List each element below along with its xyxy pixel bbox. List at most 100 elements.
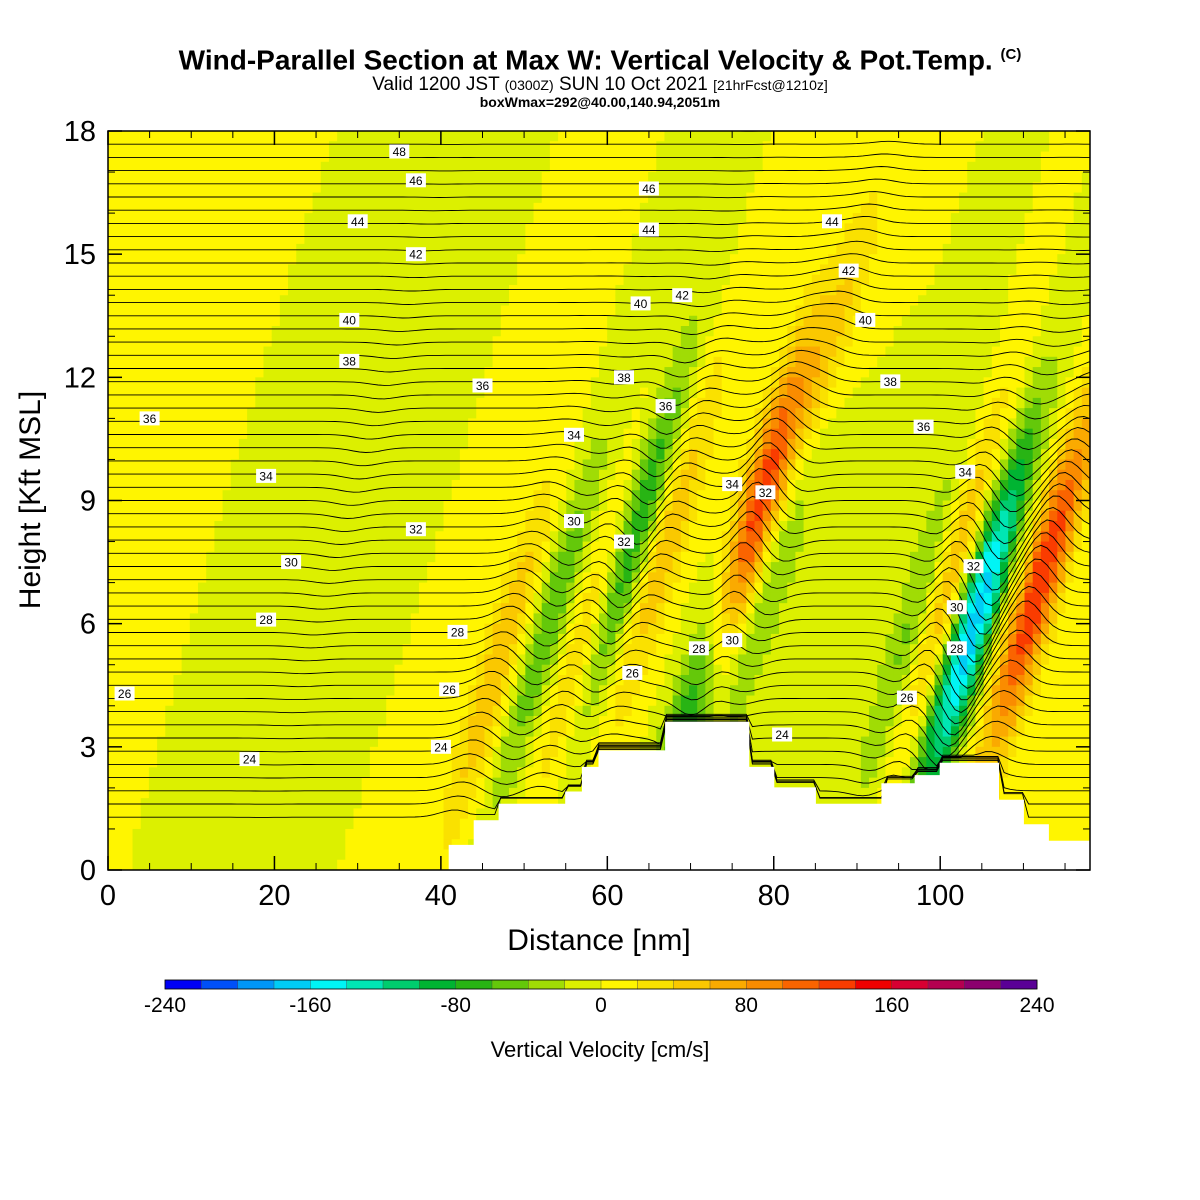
vv-cell: [639, 336, 649, 348]
vv-cell: [288, 592, 297, 604]
vv-cell: [468, 141, 477, 153]
vv-cell: [582, 387, 592, 399]
vv-cell: [631, 172, 641, 183]
vv-cell: [386, 531, 396, 543]
vv-cell: [607, 562, 616, 573]
vv-cell: [574, 757, 584, 768]
vv-cell: [198, 818, 207, 830]
vv-cell: [214, 479, 224, 491]
vv-cell: [238, 500, 248, 512]
vv-cell: [525, 757, 535, 768]
vv-cell: [140, 859, 150, 870]
vv-cell: [238, 172, 248, 183]
vv-cell: [271, 161, 281, 173]
vv-cell: [631, 254, 641, 266]
vv-cell: [492, 449, 502, 461]
vv-cell: [345, 172, 355, 183]
vv-cell: [599, 213, 608, 224]
vv-cell: [623, 161, 633, 173]
vv-cell: [541, 603, 551, 614]
vv-cell: [418, 726, 428, 738]
vv-cell: [271, 839, 281, 851]
vv-cell: [288, 326, 297, 337]
vv-cell: [492, 798, 502, 810]
vv-cell: [648, 346, 657, 358]
vv-cell: [173, 644, 183, 656]
vv-cell: [157, 531, 166, 543]
vv-cell: [378, 674, 387, 686]
vv-cell: [304, 408, 314, 419]
vv-cell: [296, 705, 305, 717]
vv-cell: [369, 438, 379, 450]
vv-cell: [165, 192, 175, 204]
vv-cell: [386, 131, 396, 142]
vv-cell: [304, 438, 314, 450]
vv-cell: [484, 633, 494, 645]
vv-cell: [549, 284, 559, 296]
vv-cell: [165, 243, 175, 255]
vv-cell: [312, 757, 322, 768]
vv-cell: [558, 161, 567, 173]
vv-cell: [206, 274, 215, 286]
vv-cell: [443, 828, 453, 840]
vv-cell: [574, 264, 584, 276]
vv-cell: [582, 202, 592, 214]
vv-cell: [181, 623, 191, 635]
vv-cell: [410, 849, 420, 861]
vv-cell: [533, 510, 543, 522]
vv-cell: [369, 510, 379, 522]
vv-cell: [533, 572, 543, 584]
vv-cell: [173, 633, 183, 645]
vv-cell: [623, 254, 633, 266]
vv-cell: [165, 408, 175, 419]
vv-cell: [361, 849, 371, 861]
vv-cell: [476, 172, 486, 183]
vv-cell: [566, 161, 576, 173]
vv-cell: [443, 141, 453, 153]
vv-cell: [140, 438, 150, 450]
vv-cell: [476, 479, 486, 491]
vv-cell: [198, 408, 207, 419]
vv-cell: [656, 418, 666, 430]
vv-cell: [459, 264, 469, 276]
vv-cell: [386, 572, 396, 584]
vv-cell: [279, 849, 289, 861]
vv-cell: [116, 377, 125, 389]
vv-cell: [116, 418, 125, 430]
vv-cell: [304, 592, 314, 604]
vv-cell: [214, 839, 224, 851]
vv-cell: [541, 295, 551, 307]
vv-cell: [361, 521, 371, 532]
vv-cell: [484, 264, 494, 276]
vv-cell: [533, 438, 543, 450]
vv-cell: [386, 654, 396, 666]
vv-cell: [541, 787, 551, 799]
vv-cell: [165, 839, 175, 851]
vv-cell: [664, 654, 674, 666]
vv-cell: [148, 479, 158, 491]
vv-cell: [468, 767, 477, 779]
vv-cell: [181, 469, 191, 481]
vv-cell: [361, 613, 371, 625]
vv-cell: [525, 182, 535, 194]
vv-cell: [582, 418, 592, 430]
vv-cell: [132, 808, 142, 820]
vv-cell: [639, 582, 649, 594]
vv-cell: [361, 295, 371, 307]
vv-cell: [312, 490, 322, 502]
vv-cell: [140, 757, 150, 768]
vv-cell: [157, 633, 166, 645]
vv-cell: [247, 284, 256, 296]
vv-cell: [533, 746, 543, 758]
vv-cell: [222, 551, 232, 563]
vv-cell: [623, 654, 633, 666]
vv-cell: [312, 654, 322, 666]
vv-cell: [263, 541, 273, 553]
vv-cell: [451, 346, 461, 358]
vv-cell: [206, 541, 215, 553]
vv-cell: [590, 428, 600, 440]
vv-cell: [517, 233, 526, 245]
vv-cell: [590, 716, 600, 727]
vv-cell: [328, 623, 338, 635]
vv-cell: [566, 315, 576, 327]
